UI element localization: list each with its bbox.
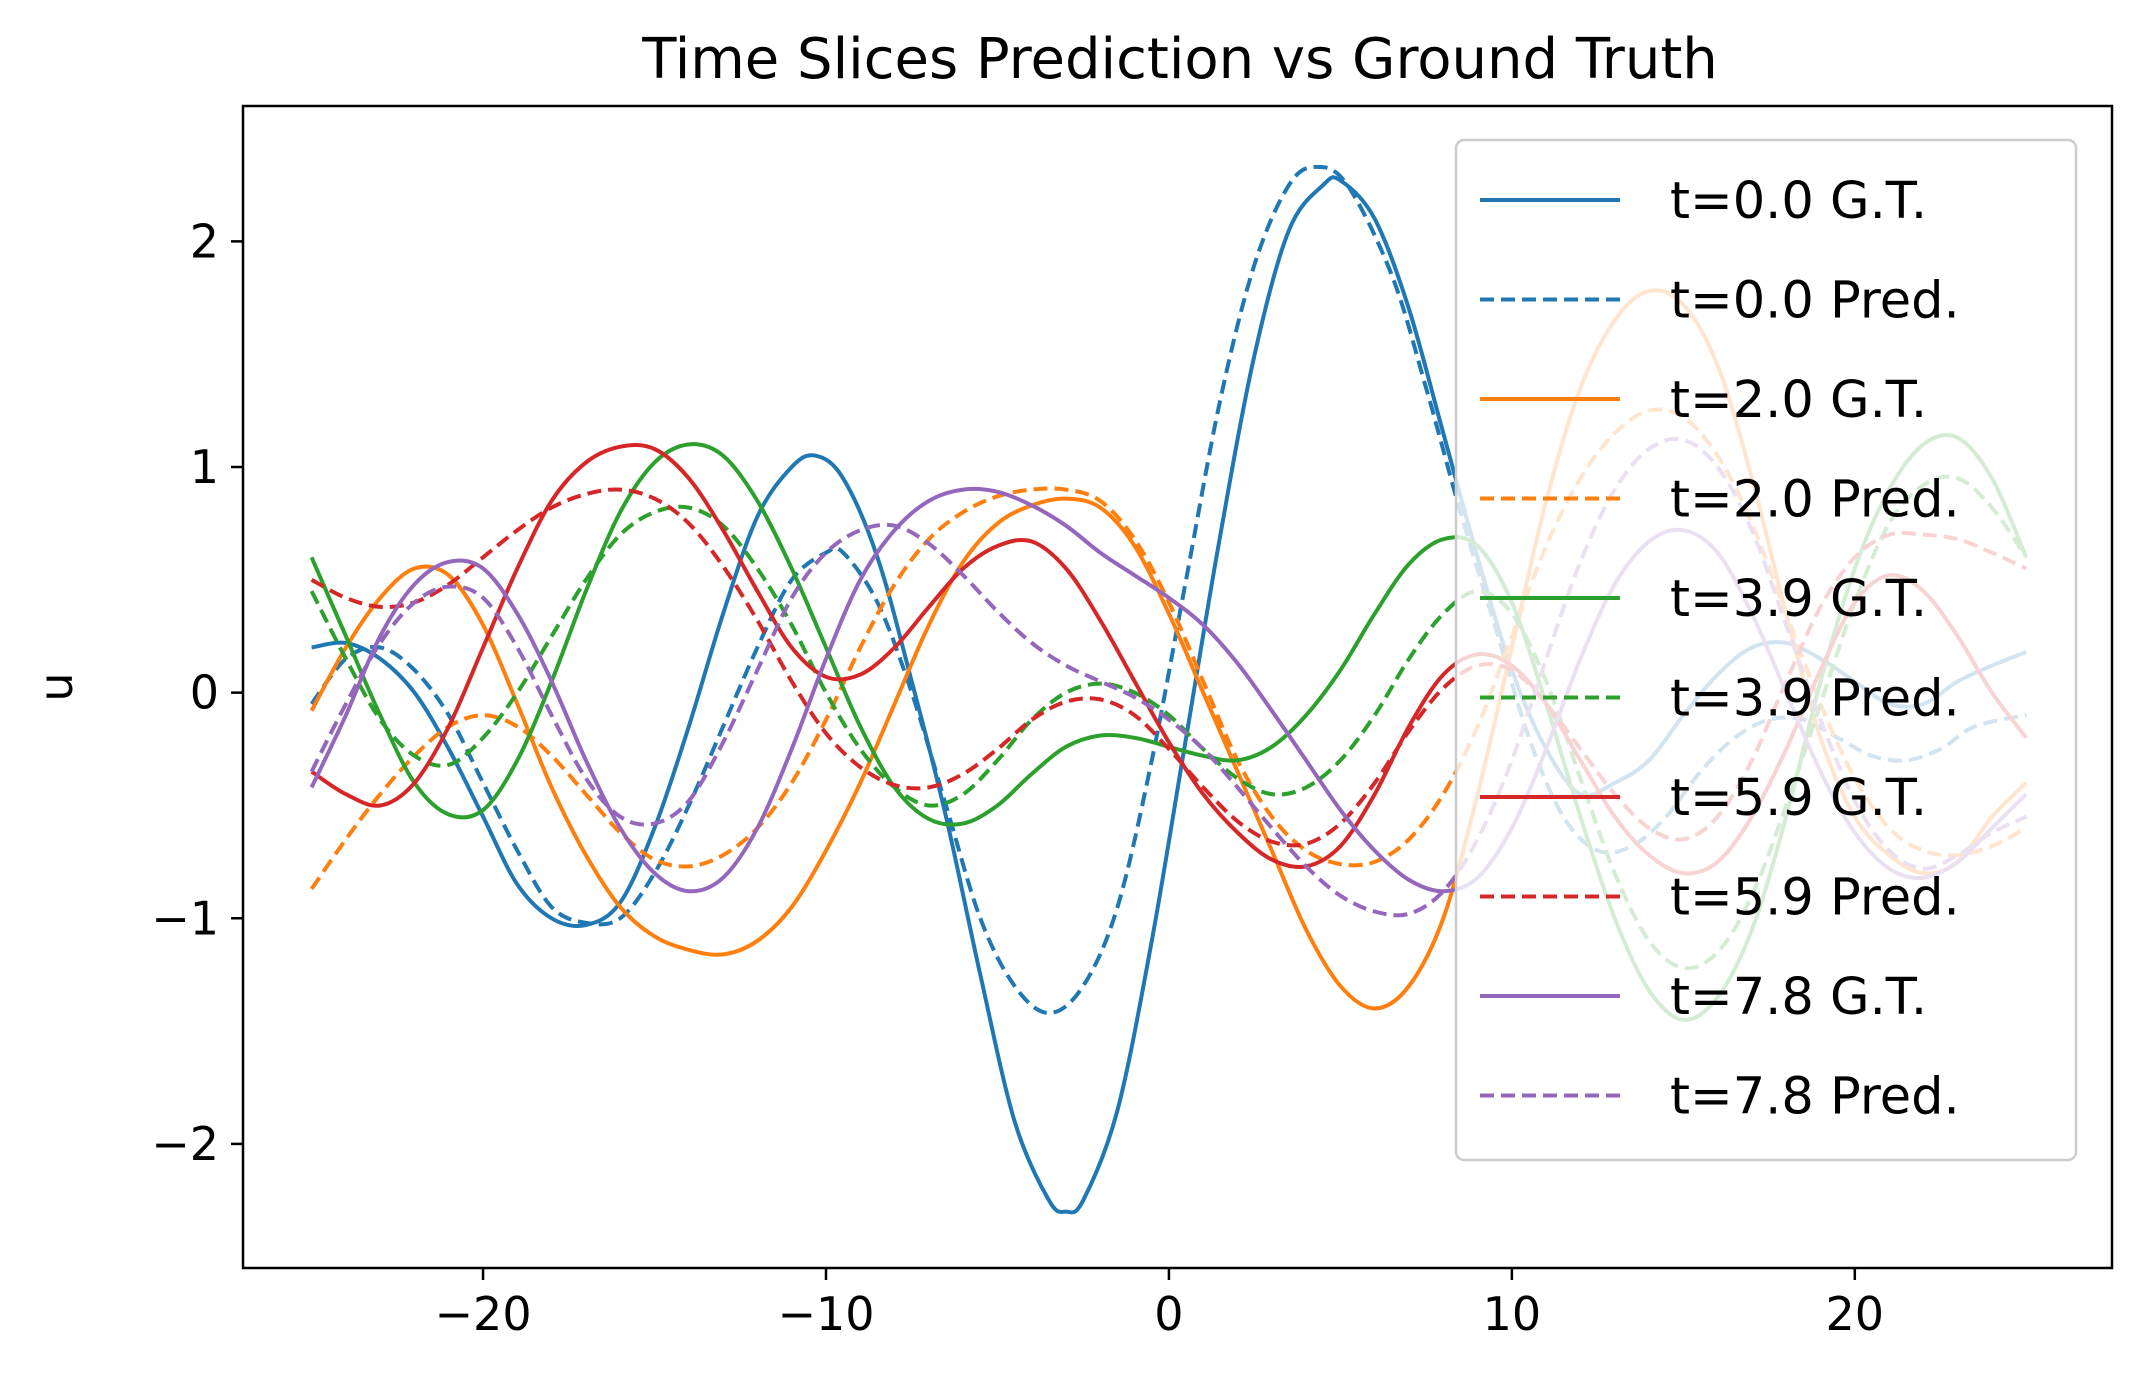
legend: t=0.0 G.T. t=0.0 Pred. t=2.0 G.T. t=2.0 Pre… bbox=[1454, 138, 2078, 1162]
y-tick-label: 2 bbox=[190, 214, 219, 268]
x-tick-label: −10 bbox=[777, 1287, 874, 1341]
legend-box bbox=[1454, 138, 2078, 1162]
y-tick-label: −1 bbox=[151, 891, 219, 945]
y-axis-label: u bbox=[29, 672, 83, 701]
x-tick-label: 10 bbox=[1483, 1287, 1542, 1341]
y-tick-label: 0 bbox=[190, 666, 219, 720]
x-tick-label: −20 bbox=[435, 1287, 532, 1341]
legend-entry: t=5.9 Pred. bbox=[1670, 869, 1960, 928]
chart-title: Time Slices Prediction vs Ground Truth bbox=[641, 27, 1718, 92]
y-tick-label: 1 bbox=[190, 440, 219, 494]
legend-entry: t=0.0 Pred. bbox=[1670, 272, 1960, 331]
y-tick-label: −2 bbox=[151, 1117, 219, 1171]
series-line-t-2-0-pred bbox=[309, 407, 2028, 891]
x-axis: −20 −10 0 10 20 bbox=[435, 1268, 1885, 1341]
x-tick-label: 20 bbox=[1826, 1287, 1885, 1341]
plot-area-frame bbox=[241, 104, 2114, 1270]
legend-entry: t=7.8 Pred. bbox=[1670, 1068, 1960, 1127]
legend-entry: t=0.0 G.T. bbox=[1670, 172, 1927, 231]
series-line-t-0-0-pred bbox=[309, 164, 2027, 1015]
legend-entry: t=3.9 Pred. bbox=[1670, 670, 1960, 729]
legend-entry: t=7.8 G.T. bbox=[1670, 968, 1927, 1027]
legend-entry: t=2.0 G.T. bbox=[1670, 371, 1927, 430]
legend-entry: t=2.0 Pred. bbox=[1670, 471, 1960, 530]
legend-entry: t=5.9 G.T. bbox=[1670, 769, 1927, 828]
y-axis: −2 −1 0 1 2 bbox=[151, 214, 243, 1171]
legend-entry: t=3.9 G.T. bbox=[1670, 570, 1927, 629]
x-tick-label: 0 bbox=[1154, 1287, 1183, 1341]
